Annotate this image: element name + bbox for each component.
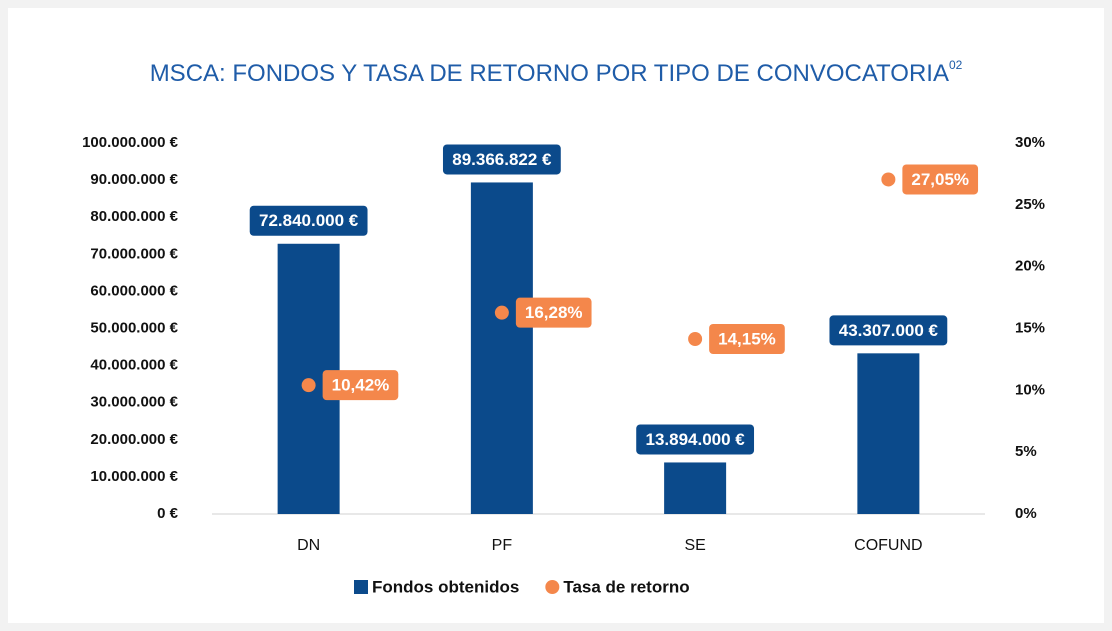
x-tick-label: PF <box>492 537 513 554</box>
data-label-box <box>902 164 979 195</box>
y2-tick-label: 5% <box>1015 443 1037 460</box>
y2-tick-label: 15% <box>1015 319 1045 336</box>
data-label-box <box>249 205 368 236</box>
data-label-box <box>709 324 785 355</box>
y2-tick-label: 20% <box>1015 258 1045 275</box>
legend-label: Fondos obtenidos <box>372 577 519 596</box>
y-tick-label: 90.000.000 € <box>90 171 178 188</box>
y2-tick-label: 30% <box>1015 134 1045 151</box>
y2-tick-label: 10% <box>1015 381 1045 398</box>
data-label: 72.840.000 € <box>259 211 359 230</box>
y-tick-label: 60.000.000 € <box>90 282 178 299</box>
title-text: MSCA: FONDOS Y TASA DE RETORNO POR TIPO … <box>150 60 949 87</box>
title-superscript: 02 <box>949 58 963 72</box>
data-label-box <box>829 315 948 346</box>
point <box>881 172 896 187</box>
x-tick-label: COFUND <box>854 537 922 554</box>
data-label: 16,28% <box>525 303 583 322</box>
y2-tick-label: 0% <box>1015 505 1037 522</box>
data-label: 14,15% <box>718 329 776 348</box>
legend-label: Tasa de retorno <box>563 577 689 596</box>
y2-tick-label: 25% <box>1015 196 1045 213</box>
bar <box>664 462 727 514</box>
data-label-box <box>515 297 592 328</box>
y-tick-label: 20.000.000 € <box>90 431 178 448</box>
data-label-box <box>442 144 561 175</box>
legend-swatch <box>354 580 368 594</box>
y-tick-label: 70.000.000 € <box>90 245 178 262</box>
data-label: 13.894.000 € <box>645 430 745 449</box>
point <box>301 378 316 393</box>
point <box>494 305 509 320</box>
data-label: 43.307.000 € <box>839 321 939 340</box>
data-label: 10,42% <box>332 376 390 395</box>
x-tick-label: DN <box>297 537 320 554</box>
legend-swatch <box>545 580 560 594</box>
y-tick-label: 50.000.000 € <box>90 319 178 336</box>
y-tick-label: 100.000.000 € <box>82 134 179 151</box>
point <box>688 332 703 347</box>
bar <box>857 353 920 514</box>
data-label-box <box>322 370 399 401</box>
y-tick-label: 10.000.000 € <box>90 468 178 485</box>
data-label: 27,05% <box>911 170 969 189</box>
y-tick-label: 0 € <box>157 505 179 522</box>
chart-title: MSCA: FONDOS Y TASA DE RETORNO POR TIPO … <box>150 58 963 87</box>
y-tick-label: 80.000.000 € <box>90 208 178 225</box>
data-label-box <box>636 424 755 455</box>
bar <box>470 182 533 514</box>
data-label: 89.366.822 € <box>452 150 552 169</box>
y-tick-label: 40.000.000 € <box>90 357 178 374</box>
y-tick-label: 30.000.000 € <box>90 394 178 411</box>
x-tick-label: SE <box>684 537 705 554</box>
